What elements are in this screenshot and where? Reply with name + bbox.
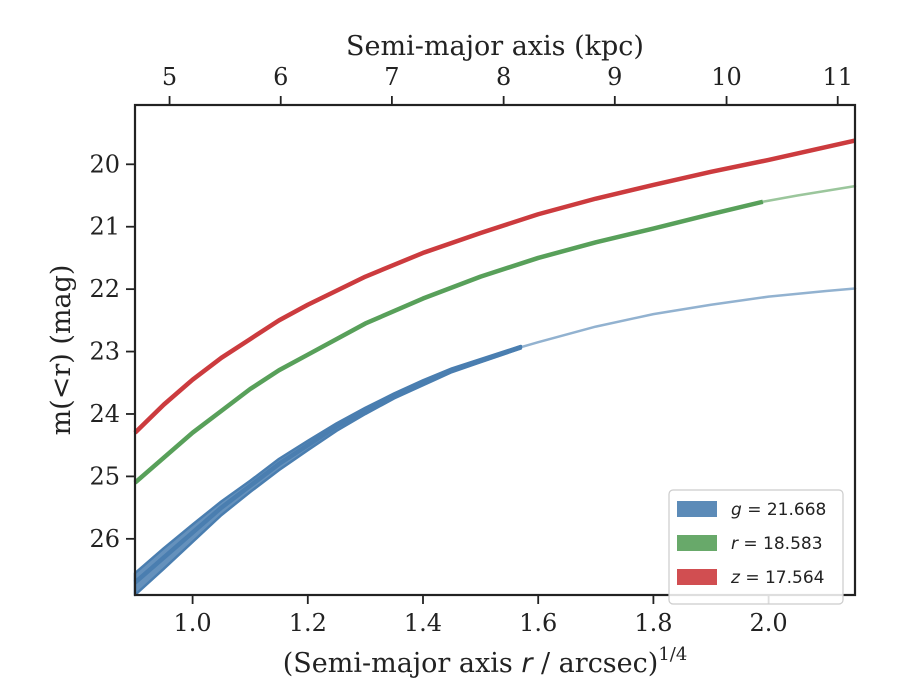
legend-label-var: r bbox=[731, 534, 739, 554]
legend-label-z: z = 17.564 bbox=[730, 568, 824, 588]
y-tick-label: 24 bbox=[89, 400, 120, 428]
plot-frame bbox=[133, 103, 857, 597]
legend-label-value: = 18.583 bbox=[738, 534, 823, 554]
top-tick-label: 9 bbox=[607, 63, 622, 91]
legend-swatch-r bbox=[677, 535, 717, 551]
legend-label-value: = 21.668 bbox=[742, 500, 827, 520]
legend-label-value: = 17.564 bbox=[740, 568, 825, 588]
top-tick-label: 11 bbox=[822, 63, 853, 91]
x-tick-label: 1.2 bbox=[289, 609, 327, 637]
top-tick-label: 8 bbox=[496, 63, 511, 91]
legend-label-r: r = 18.583 bbox=[731, 534, 823, 554]
legend-label-var: g bbox=[731, 500, 742, 520]
bottom-axis-title: (Semi-major axis r / arcsec)1/4 bbox=[283, 644, 688, 679]
bottom-axis-title-var: r bbox=[521, 648, 534, 679]
top-tick-label: 5 bbox=[162, 63, 177, 91]
y-tick-label: 23 bbox=[89, 338, 120, 366]
y-axis-title: m(<r) (mag) bbox=[46, 265, 77, 436]
series-r-extrapolated-line bbox=[761, 184, 857, 204]
top-tick-label: 7 bbox=[384, 63, 399, 91]
top-axis-title: Semi-major axis (kpc) bbox=[346, 31, 644, 62]
bottom-axis-title-text: (Semi-major axis bbox=[283, 648, 522, 679]
bottom-axis-title-rest: / arcsec) bbox=[532, 648, 658, 679]
x-tick-label: 1.0 bbox=[174, 609, 212, 637]
plot-layer bbox=[133, 138, 857, 597]
y-tick-label: 22 bbox=[89, 275, 120, 303]
legend-label-g: g = 21.668 bbox=[731, 500, 826, 520]
legend-label-var: z bbox=[730, 568, 741, 588]
axes-layer: 1.0 1.2 1.4 1.6 1.8 2.0 20 21 22 23 24 25 26 5 6 7 8 9 10 1… bbox=[89, 63, 853, 637]
series-g-line bbox=[133, 345, 522, 585]
top-tick-label: 10 bbox=[711, 63, 742, 91]
bottom-axis-title-exponent: 1/4 bbox=[658, 644, 687, 665]
x-tick-label: 1.4 bbox=[404, 609, 442, 637]
series-g-extrapolated-line bbox=[519, 287, 857, 349]
legend-swatch-z bbox=[677, 569, 717, 585]
y-tick-label: 25 bbox=[89, 462, 120, 490]
y-tick-label: 20 bbox=[89, 150, 120, 178]
top-tick-label: 6 bbox=[273, 63, 288, 91]
y-tick-label: 26 bbox=[89, 525, 120, 553]
x-tick-label: 1.8 bbox=[634, 609, 672, 637]
x-tick-label: 2.0 bbox=[750, 609, 788, 637]
x-tick-label: 1.6 bbox=[519, 609, 557, 637]
series-r-line bbox=[133, 199, 764, 485]
series-g-band bbox=[133, 344, 523, 597]
y-tick-label: 21 bbox=[89, 213, 120, 241]
series-z-line bbox=[133, 138, 856, 435]
legend-swatch-g bbox=[677, 501, 717, 517]
